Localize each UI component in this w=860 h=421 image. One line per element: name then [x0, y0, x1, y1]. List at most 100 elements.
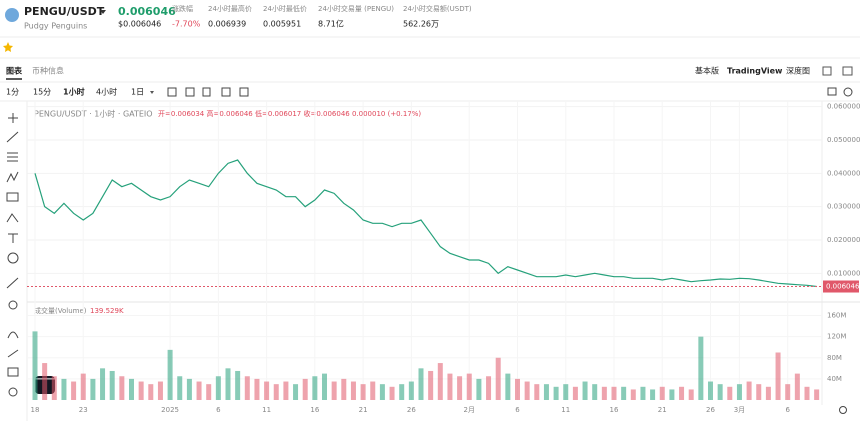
- stat-label: 涨跌幅: [172, 4, 193, 13]
- price-usd: $0.006046: [118, 20, 161, 29]
- coin-name: Pudgy Penguins: [24, 22, 87, 31]
- volume-bar: [273, 384, 279, 400]
- volume-bar: [505, 373, 511, 400]
- y2-tick-label: 120M: [827, 333, 846, 341]
- drawing-tools: [6, 113, 19, 397]
- x-tick-label: 26: [407, 406, 416, 414]
- volume-bar: [486, 376, 492, 400]
- price-line: [34, 159, 817, 288]
- volume-bar: [100, 368, 106, 400]
- y2-tick-label: 160M: [827, 312, 846, 320]
- volume-bar: [186, 378, 192, 400]
- volume-bar: [428, 370, 434, 400]
- dropdown-arrow[interactable]: [150, 91, 154, 94]
- volume-bar: [543, 384, 549, 400]
- x-tick-label: 18: [31, 406, 40, 414]
- volume-bar: [736, 384, 742, 400]
- tab[interactable]: 币种信息: [32, 66, 64, 76]
- interval[interactable]: 1小时: [63, 87, 85, 97]
- volume-bar: [148, 384, 154, 400]
- interval[interactable]: 15分: [33, 88, 51, 97]
- last-price-box: [823, 280, 859, 293]
- volume-bar: [283, 381, 289, 400]
- volume-bar: [244, 376, 250, 400]
- volume-bar: [727, 386, 733, 400]
- last-price-label: 0.006046: [826, 283, 860, 291]
- volume-bar: [708, 381, 713, 400]
- stat-label: 24小时交易额(USDT): [403, 4, 472, 13]
- view-tab[interactable]: 基本版: [695, 66, 719, 76]
- volume-bar: [746, 381, 752, 400]
- volume-bar: [418, 368, 424, 400]
- dropdown-arrow[interactable]: [100, 10, 106, 14]
- volume-bar: [640, 386, 646, 400]
- volume-bar: [90, 378, 96, 400]
- volume-bar: [32, 331, 38, 400]
- volume-bar: [582, 381, 588, 400]
- volume-bar: [51, 376, 57, 400]
- y-tick-label: 0.030000: [827, 203, 860, 211]
- favorite-star[interactable]: [3, 42, 13, 52]
- volume-bar: [630, 389, 636, 400]
- x-tick-label: 3月: [734, 406, 745, 414]
- volume-bar: [515, 378, 520, 400]
- tab[interactable]: 图表: [6, 66, 23, 76]
- x-tick-label: 6: [515, 406, 520, 414]
- x-tick-label: 11: [262, 406, 271, 414]
- ohlc-legend: 开=0.006034 高=0.006046 低=0.006017 收=0.006…: [158, 109, 421, 118]
- volume-bar: [129, 378, 134, 400]
- price: 0.006046: [118, 5, 176, 18]
- volume-bar: [688, 389, 694, 400]
- volume-bar: [312, 376, 318, 400]
- settings-icon[interactable]: [839, 406, 847, 414]
- y2-tick-label: 80M: [827, 354, 842, 362]
- y-tick-label: 0.010000: [827, 269, 860, 277]
- volume-bar: [408, 381, 414, 400]
- volume-bar: [756, 384, 762, 400]
- volume-bar: [109, 370, 115, 400]
- fullscreen-icon[interactable]: [822, 66, 832, 76]
- pair[interactable]: PENGU/USDT: [24, 5, 105, 18]
- chart-title: PENGU/USDT · 1小时 · GATEIO: [34, 109, 153, 119]
- x-tick-label: 2025: [161, 406, 179, 414]
- volume-bar: [447, 373, 453, 400]
- volume-bar: [524, 381, 530, 400]
- volume-bar: [650, 389, 656, 400]
- volume-bar: [563, 384, 569, 400]
- volume-bar: [495, 357, 501, 400]
- x-tick-label: 16: [310, 406, 319, 414]
- volume-bar: [370, 381, 376, 400]
- volume-bar: [698, 336, 704, 400]
- volume-bar: [61, 378, 67, 400]
- volume-bar: [775, 352, 781, 400]
- volume-title: 成交量(Volume): [34, 306, 87, 315]
- volume-bar: [466, 373, 472, 400]
- volume-bar: [177, 376, 183, 400]
- interval[interactable]: 1分: [6, 88, 19, 97]
- volume-bar: [254, 378, 260, 400]
- x-tick-label: 16: [610, 406, 619, 414]
- volume-bar: [225, 368, 231, 400]
- y-tick-label: 0.050000: [827, 136, 860, 144]
- x-tick-label: 21: [658, 406, 667, 414]
- y2-tick-label: 40M: [827, 375, 842, 383]
- view-tab[interactable]: 深度图: [786, 66, 810, 76]
- y-tick-label: 0.060000: [827, 103, 860, 111]
- interval[interactable]: 1日: [131, 88, 144, 97]
- y-tick-label: 0.020000: [827, 236, 860, 244]
- stat-value: 0.005951: [263, 20, 301, 29]
- volume-bar: [621, 386, 627, 400]
- volume-bar: [601, 386, 607, 400]
- volume-bar: [669, 389, 675, 400]
- view-tab[interactable]: TradingView: [727, 67, 783, 76]
- window-icon[interactable]: [842, 66, 853, 76]
- stat-label: 24小时最低价: [263, 4, 307, 13]
- volume-bar: [399, 384, 405, 400]
- volume-bar: [71, 381, 77, 400]
- volume-bar: [659, 386, 665, 400]
- volume-bar: [457, 376, 463, 400]
- interval[interactable]: 4小时: [96, 87, 117, 97]
- volume-last: 139.529K: [90, 307, 124, 315]
- volume-bar: [765, 386, 771, 400]
- stat-label: 24小时交易量 (PENGU): [318, 4, 394, 13]
